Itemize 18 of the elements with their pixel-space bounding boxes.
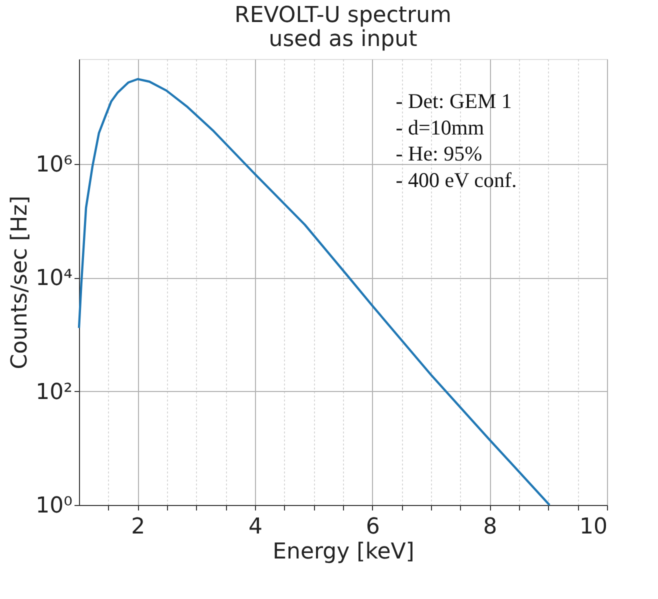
text: REVOLT-U spectrum [234, 3, 452, 28]
x-tick-label: 8 [483, 514, 498, 540]
x-tick-label: 2 [131, 514, 146, 540]
y-tick-label: 10⁶ [36, 152, 73, 178]
line-series [78, 78, 551, 506]
y-tick-label: 10⁰ [36, 494, 73, 518]
x-tick-label: 6 [366, 514, 380, 540]
annotation: - 400 eV conf. [396, 168, 517, 192]
annotation: - d=10mm [396, 115, 484, 140]
text: used as input [268, 27, 418, 52]
x-tick-label: 4 [248, 514, 262, 540]
y-tick-label: 10² [36, 380, 72, 405]
annotation: - Det: GEM 1 [396, 89, 512, 114]
annotation: - He: 95% [396, 142, 482, 166]
x-axis-title: Energy [keV] [272, 540, 414, 564]
x-tick-label: 10 [580, 514, 608, 540]
y-axis-title: Counts/sec [Hz] [8, 196, 33, 370]
y-tick-label: 10⁴ [36, 266, 73, 292]
